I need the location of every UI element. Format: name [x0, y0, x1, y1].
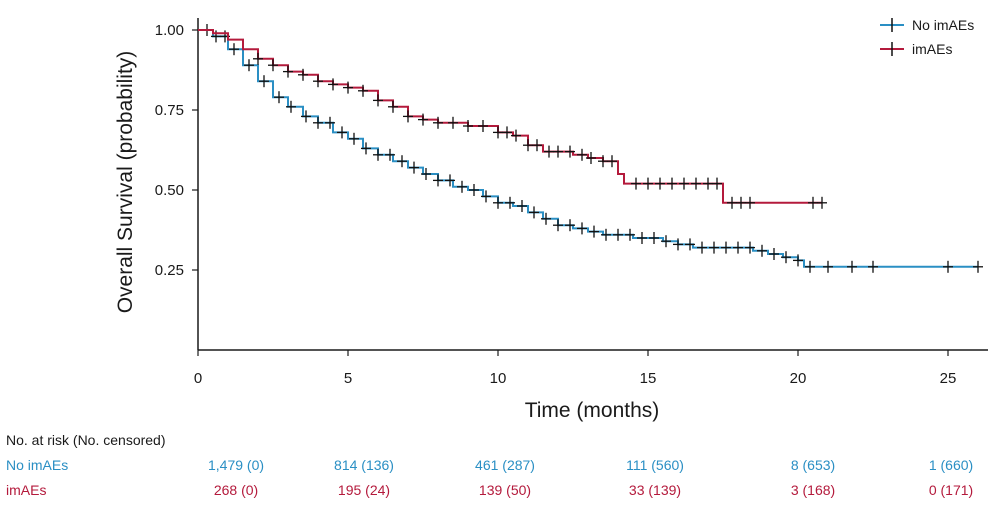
axes: 0 5 10 15 20 25 0.25 0.50 0.75 1.00 [155, 18, 988, 387]
series-line [198, 29, 978, 268]
x-tick-label: 5 [344, 370, 352, 387]
risk-cell: 461 (287) [475, 457, 535, 473]
y-tick-label: 1.00 [155, 22, 184, 39]
risk-row-label: No imAEs [6, 457, 69, 473]
risk-cell: 139 (50) [478, 482, 532, 498]
risk-cell: 195 (24) [337, 482, 391, 498]
y-axis-title: Overall Survival (probability) [114, 51, 137, 314]
risk-row-no-imaes: No imAEs 1,479 (0) 814 (136) 461 (287) 111 … [0, 457, 994, 477]
x-tick-label: 25 [940, 370, 957, 387]
x-axis-title: Time (months) [525, 399, 660, 422]
x-tick-label: 0 [194, 370, 202, 387]
risk-cell: 3 (168) [790, 482, 836, 498]
risk-row-label: imAEs [6, 482, 47, 498]
survival-chart: 0 5 10 15 20 25 0.25 0.50 0.75 1.00 No imAEs imAEs… [114, 17, 988, 422]
risk-table-title: No. at risk (No. censored) [6, 432, 166, 448]
risk-cell: 0 (171) [928, 482, 974, 498]
risk-cell: 111 (560) [626, 457, 684, 473]
risk-cell: 1 (660) [928, 457, 974, 473]
x-tick-label: 20 [790, 370, 807, 387]
legend-label: No imAEs [912, 17, 974, 33]
risk-cell: 8 (653) [790, 457, 836, 473]
series-imaes [198, 29, 827, 209]
legend-item-imaes: imAEs [880, 41, 952, 57]
legend-item-no-imaes: No imAEs [880, 17, 974, 33]
legend-label: imAEs [912, 41, 952, 57]
series-no-imaes [198, 24, 983, 273]
y-tick-label: 0.50 [155, 182, 184, 199]
risk-cell: 1,479 (0) [207, 457, 265, 473]
y-tick-label: 0.25 [155, 262, 184, 279]
risk-row-imaes: imAEs 268 (0) 195 (24) 139 (50) 33 (139) 3 (… [0, 482, 994, 502]
series-line [198, 29, 822, 204]
legend: No imAEs imAEs [880, 17, 974, 57]
risk-cell: 268 (0) [213, 482, 259, 498]
risk-cell: 33 (139) [628, 482, 682, 498]
series-layer [198, 24, 983, 273]
x-tick-label: 10 [490, 370, 507, 387]
x-tick-label: 15 [640, 370, 657, 387]
y-tick-label: 0.75 [155, 102, 184, 119]
risk-cell: 814 (136) [334, 457, 394, 473]
